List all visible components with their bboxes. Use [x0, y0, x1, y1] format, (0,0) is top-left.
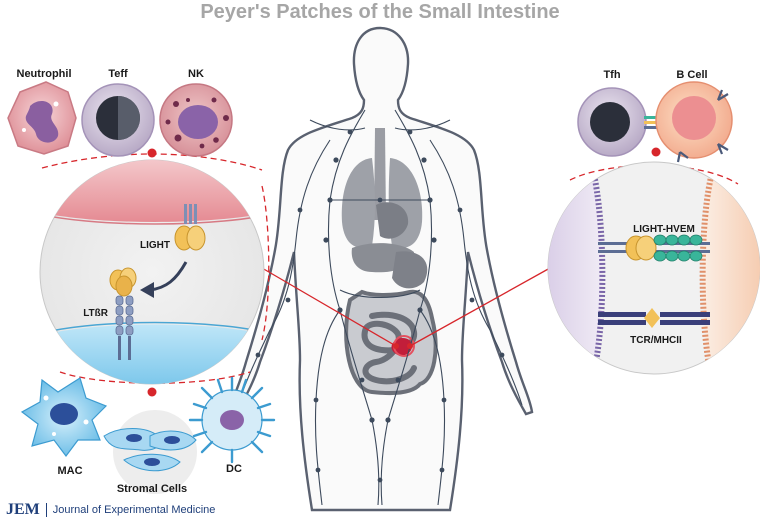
cell-stromal: [103, 410, 197, 494]
antibody-icon: [716, 89, 729, 101]
cell-dc: [188, 376, 276, 464]
peyers-patch-highlight: [391, 338, 412, 356]
teff-nucleus-shade: [118, 96, 140, 140]
nk-label: NK: [188, 68, 204, 80]
page-title: Peyer's Patches of the Small Intestine: [200, 1, 559, 23]
connector-end-dot-left: [393, 343, 399, 349]
b-cell-membrane-section: [702, 162, 760, 374]
connector-end-dot-right: [407, 343, 413, 349]
light-hvem-complex-icon: [598, 234, 710, 262]
cell-tfh: [577, 87, 647, 157]
tcr-mhcii-complex-icon: [598, 308, 710, 328]
lymph-nodes: [255, 129, 505, 483]
left-top-junction-dot: [147, 148, 157, 158]
journal-footer: JEM Journal of Experimental Medicine: [6, 500, 215, 520]
mac-vesicles: [43, 395, 89, 436]
neutrophil-nucleus: [25, 100, 59, 143]
cell-neutrophil: [7, 81, 77, 155]
antibody-icon: [716, 143, 729, 155]
teff-label: Teff: [108, 68, 128, 80]
mac-nucleus: [50, 403, 78, 425]
trachea: [374, 128, 386, 220]
footer-divider: [45, 503, 47, 517]
journal-name: Journal of Experimental Medicine: [52, 504, 216, 516]
left-side-dashed-arc: [261, 185, 270, 341]
pink-membrane: [40, 160, 264, 222]
b-cell-label: B Cell: [676, 69, 707, 81]
b-cell-nucleus: [672, 96, 716, 140]
dc-nucleus: [220, 410, 244, 430]
neutrophil-label: Neutrophil: [17, 68, 72, 80]
ltbr-receptor-icon: [109, 267, 137, 360]
cell-teff: [81, 83, 155, 157]
connector-left: [261, 267, 397, 347]
arrow-head-icon: [140, 282, 154, 298]
dc-label: DC: [226, 463, 242, 475]
tcr-mhcii-label: TCR/MHCII: [630, 335, 682, 346]
stromal-backdrop: [113, 410, 197, 494]
ltbr-label: LTßR: [83, 308, 109, 319]
right-top-junction-dot: [651, 147, 661, 157]
light-protein-icon: [174, 204, 206, 251]
tfh-nucleus: [590, 102, 630, 142]
left-lung: [341, 158, 375, 248]
tfh-label: Tfh: [603, 69, 620, 81]
right-top-dashed-arc: [569, 164, 739, 185]
cell-b-cell: [655, 81, 733, 163]
tfh-membrane-section: [548, 162, 603, 374]
cell-mac: [20, 377, 108, 457]
antibody-icon: [676, 151, 689, 163]
human-body: [228, 26, 534, 512]
heart: [376, 202, 409, 239]
nk-granules: [165, 97, 229, 149]
journal-logo: JEM: [6, 501, 40, 518]
granule-icon: [22, 128, 26, 132]
mac-label: MAC: [57, 465, 82, 477]
cell-nk: [159, 83, 233, 157]
connector-right: [409, 267, 551, 347]
dc-dendrites: [188, 376, 276, 464]
light-hvem-label: LIGHT-HVEM: [633, 224, 695, 235]
left-bottom-junction-dot: [147, 387, 157, 397]
nk-nucleus: [178, 105, 218, 139]
left-inset: LIGHT LTßR: [39, 159, 265, 385]
stomach: [392, 251, 428, 289]
tfh-bcell-synapse-icon: [644, 116, 662, 129]
stromal-cells-label: Stromal Cells: [117, 483, 187, 495]
granule-icon: [53, 101, 59, 107]
right-inset: LIGHT-HVEM TCR/MHCII: [547, 161, 760, 375]
small-intestine: [361, 311, 418, 385]
light-label: LIGHT: [140, 240, 170, 251]
